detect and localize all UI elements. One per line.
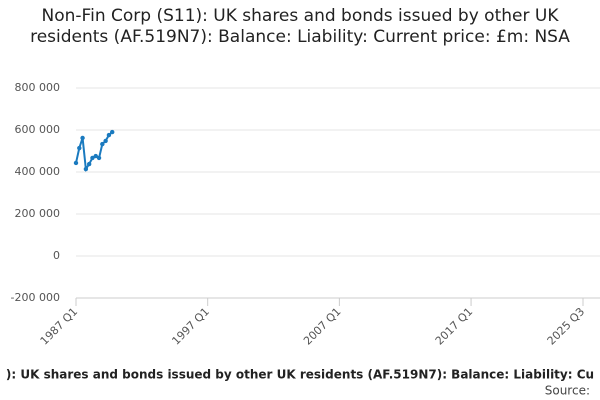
y-tick-label: 200 000 [15,207,61,220]
data-point [103,138,108,144]
source: Source: [545,384,590,398]
x-tick-label: 2025 Q3 [545,305,588,348]
y-tick-label: 800 000 [15,81,61,94]
data-point [100,141,105,147]
chart-title: Non-Fin Corp (S11): UK shares and bonds … [30,6,570,47]
x-tick-label: 2007 Q1 [301,305,344,348]
y-tick-label: -200 000 [11,291,60,304]
data-point [96,155,102,161]
y-tick-label: 600 000 [15,123,61,136]
x-tick-label: 2017 Q1 [433,305,476,348]
x-tick-label: 1997 Q1 [169,305,212,348]
data-point [83,166,89,172]
legend-entry: ): UK shares and bonds issued by other U… [6,368,594,382]
data-point [80,135,85,141]
x-tick-label: 1987 Q1 [38,305,81,348]
data-point [106,132,112,138]
data-point [73,160,79,166]
data-point [90,155,95,161]
data-point [86,161,92,167]
y-tick-label: 400 000 [15,165,61,178]
data-point [77,145,82,151]
data-point [110,129,115,135]
data-point [93,153,98,159]
y-tick-label: 0 [53,249,60,262]
